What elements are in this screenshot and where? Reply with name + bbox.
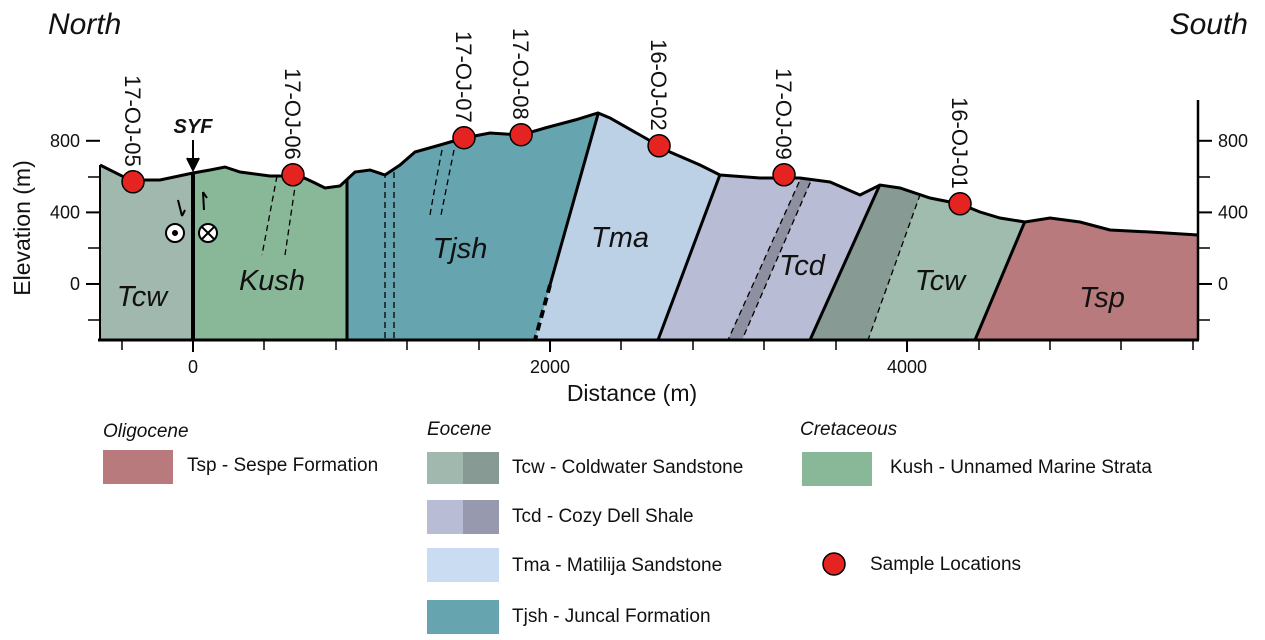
legend-swatch: [463, 500, 499, 534]
legend-swatch: [427, 600, 499, 634]
x-tick-label: 2000: [530, 357, 570, 377]
x-axis-title: Distance (m): [567, 380, 697, 406]
y-tick-label: 0: [70, 274, 80, 294]
sample-label: 17-OJ-06: [280, 68, 305, 160]
unit-kush: [193, 100, 347, 340]
sample-location: [453, 127, 475, 149]
x-tick-label: 4000: [887, 357, 927, 377]
sample-location: [282, 164, 304, 186]
y-tick-label: 0: [1218, 274, 1228, 294]
unit-label: Tma: [591, 222, 649, 254]
unit-label: Tcw: [117, 281, 170, 313]
y-tick-label: 400: [1218, 202, 1248, 222]
legend-swatch: [463, 452, 499, 484]
legend-label: Tjsh - Juncal Formation: [512, 606, 711, 627]
sample-location: [122, 171, 144, 193]
legend-group: Eocene: [427, 419, 491, 440]
sample-label: 16-OJ-01: [947, 97, 972, 189]
legend-label: Tcw - Coldwater Sandstone: [512, 457, 743, 478]
sample-location: [773, 164, 795, 186]
y-tick-label: 400: [50, 202, 80, 222]
legend-swatch: [427, 548, 499, 582]
sample-label: 17-OJ-05: [120, 75, 145, 167]
legend-sample-marker: [823, 553, 845, 575]
legend-swatch: [802, 452, 872, 486]
legend-label: Tma - Matilija Sandstone: [512, 555, 722, 576]
fault-label: SYF: [174, 116, 214, 138]
legend-swatch: [427, 452, 463, 484]
unit-label: Tcd: [779, 250, 826, 282]
north-label: North: [48, 8, 121, 41]
unit-label: Tjsh: [433, 233, 488, 265]
unit-label: Kush: [239, 265, 305, 297]
cross-section-figure: North South: [0, 0, 1265, 635]
sample-label: 17-OJ-08: [508, 28, 533, 120]
legend-group: Cretaceous: [800, 419, 898, 440]
unit-label: Tsp: [1079, 282, 1125, 314]
y-axis-title: Elevation (m): [9, 160, 35, 295]
unit-label: Tcw: [915, 265, 968, 297]
y-tick-label: 800: [50, 131, 80, 151]
legend-label: Tsp - Sespe Formation: [187, 455, 378, 476]
south-label: South: [1170, 8, 1248, 41]
sample-location: [648, 135, 670, 157]
legend-label: Sample Locations: [870, 554, 1021, 575]
legend-label: Tcd - Cozy Dell Shale: [512, 506, 694, 527]
sample-label: 16-OJ-02: [646, 39, 671, 131]
legend-swatch: [103, 450, 173, 484]
sample-label: 17-OJ-07: [451, 31, 476, 123]
y-tick-label: 800: [1218, 131, 1248, 151]
legend-label: Kush - Unnamed Marine Strata: [890, 457, 1152, 478]
sample-location: [949, 193, 971, 215]
x-tick-label: 0: [188, 357, 198, 377]
legend-group: Oligocene: [103, 421, 189, 442]
sample-location: [510, 124, 532, 146]
sample-label: 17-OJ-09: [771, 68, 796, 160]
legend-swatch: [427, 500, 463, 534]
